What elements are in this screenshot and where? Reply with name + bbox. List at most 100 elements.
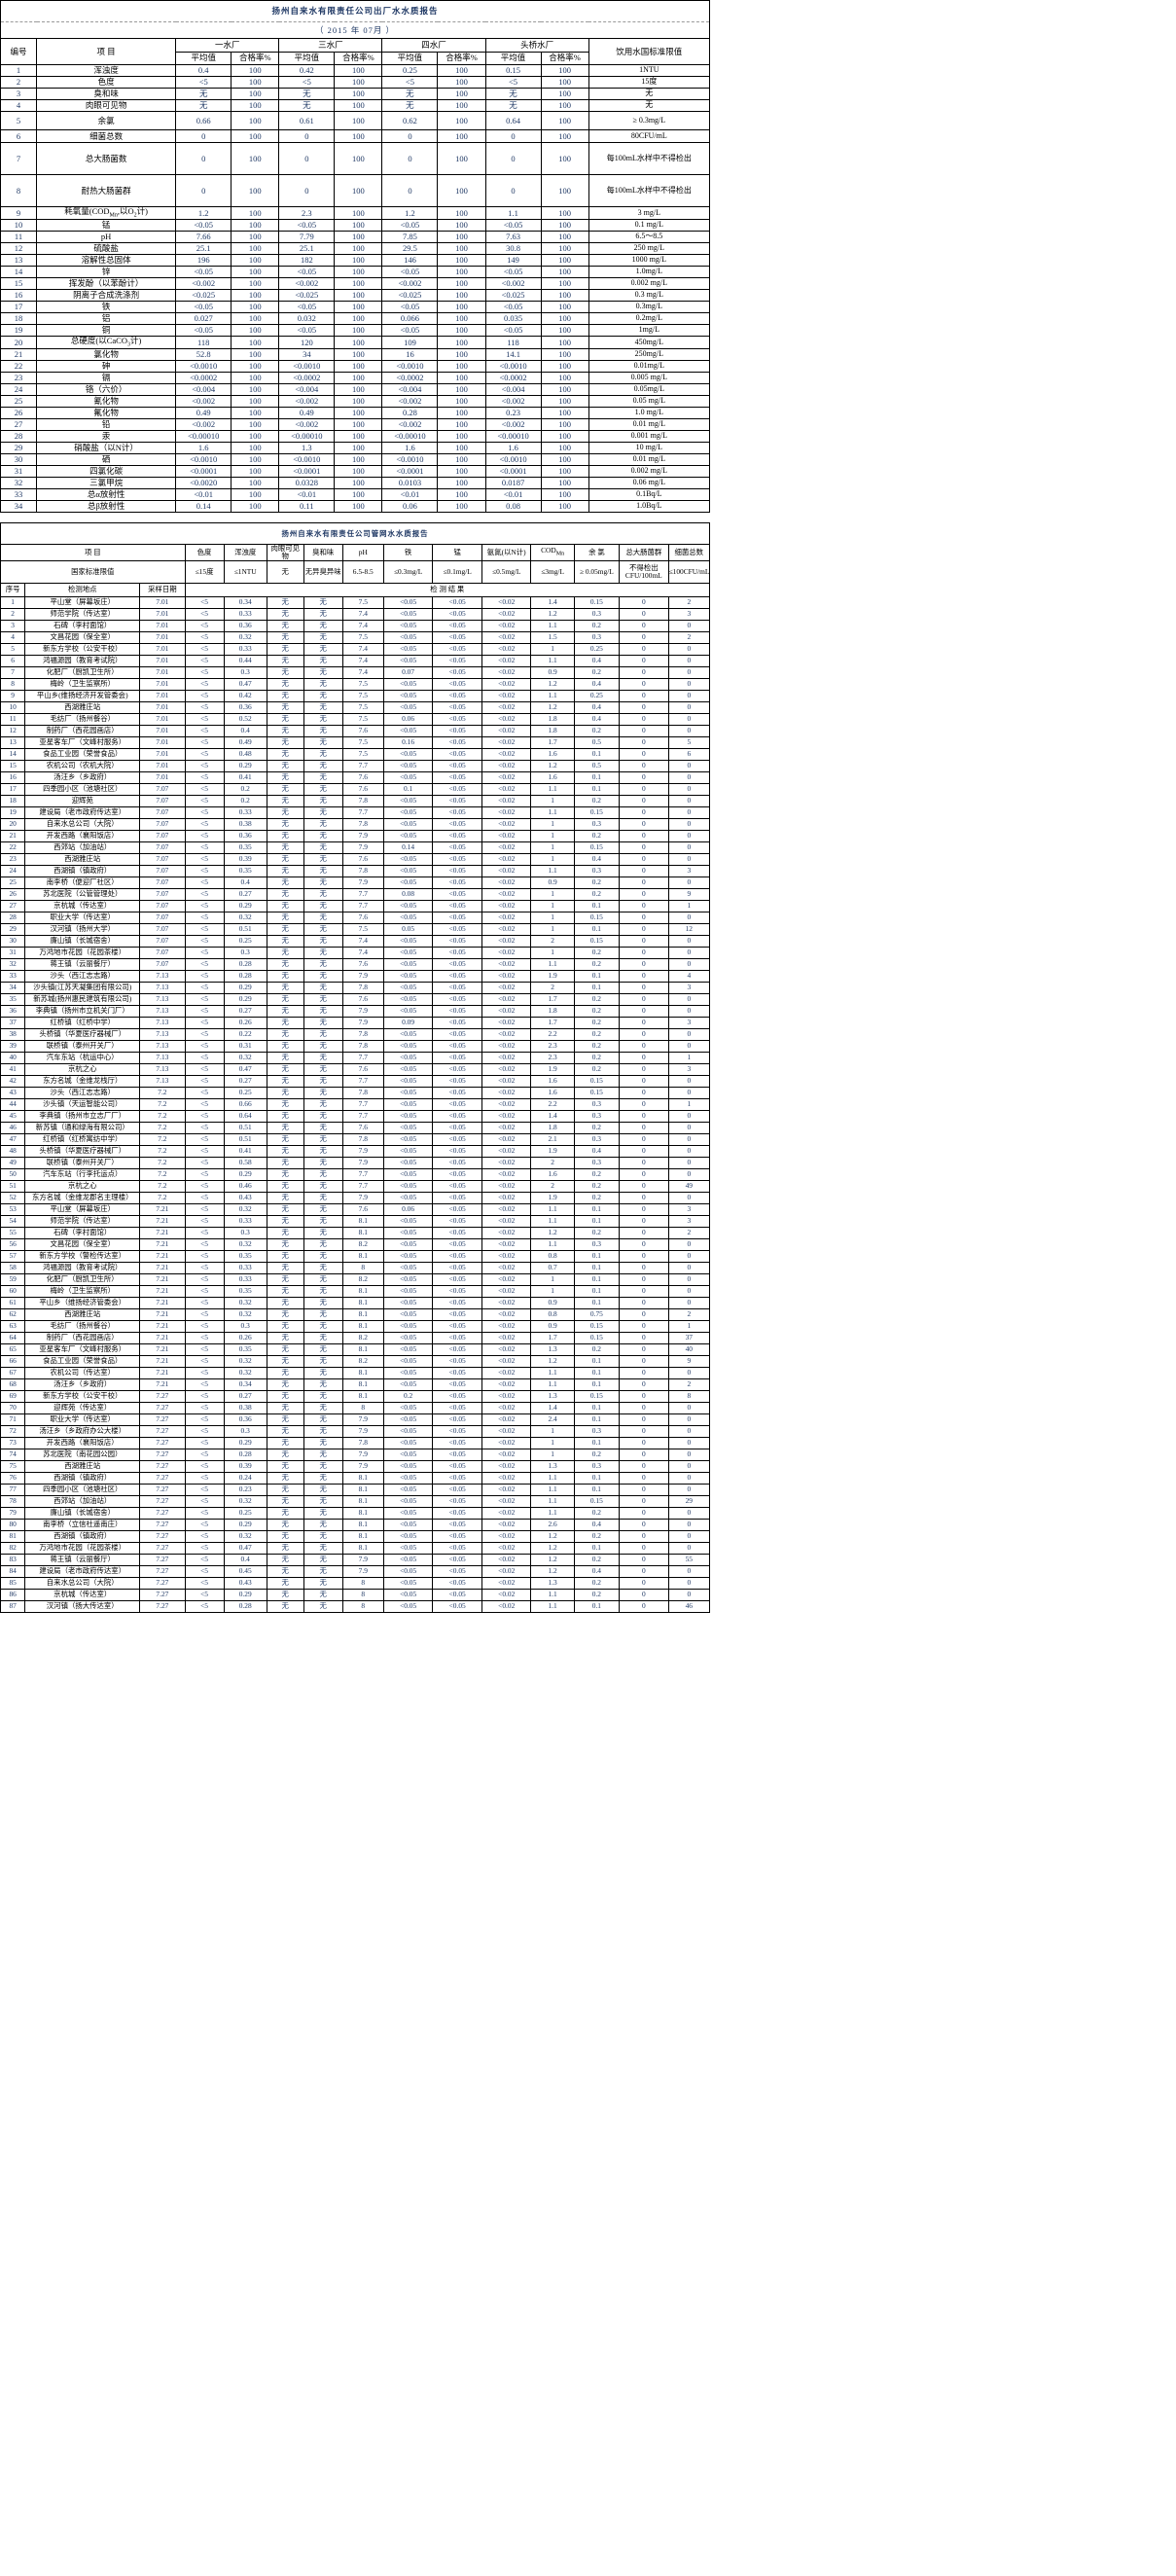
pass-rate-1: 100 [231, 88, 280, 100]
row-seq: 2 [0, 607, 26, 621]
val-residual-chlorine: 0.1 [573, 1377, 621, 1391]
val-residual-chlorine: 0.15 [573, 1389, 621, 1403]
pass-rate-3: 100 [437, 142, 486, 175]
row-no: 22 [0, 359, 38, 373]
val-visible: 无 [266, 1448, 304, 1461]
val-residual-chlorine: 0.2 [573, 1553, 621, 1566]
val-ph: 7.8 [341, 1086, 384, 1099]
pass-rate-3: 100 [437, 64, 486, 77]
row-seq: 72 [0, 1424, 26, 1438]
header-plant-2: 三水厂 [278, 38, 383, 53]
pass-rate-2: 100 [334, 265, 383, 278]
row-site: 平山乡(维扬经济开发管委会) [24, 689, 141, 702]
val-codmn: 1.1 [530, 1494, 575, 1508]
row-seq: 68 [0, 1377, 26, 1391]
table-row: 11 毛纺厂（扬州餐谷） 7.01 <5 0.52 无无 7.5 0.06 <0.05 <0.02… [0, 712, 711, 726]
val-codmn: 1 [530, 817, 575, 831]
row-date: 7.27 [139, 1389, 186, 1403]
val-odor: 无 [303, 1541, 343, 1555]
val-turbidity: 0.41 [223, 770, 267, 784]
val-residual-chlorine: 0.15 [573, 1331, 621, 1344]
row-no: 5 [0, 111, 38, 130]
val-color: <5 [184, 1483, 225, 1496]
avg-value-2: 0.0328 [278, 476, 336, 489]
val-odor: 无 [303, 1342, 343, 1356]
table-row: 54 师范学院（传达室） 7.21 <5 0.33 无无 8.1 <0.05 <0.05 <0.0… [0, 1214, 711, 1228]
val-turbidity: 0.28 [223, 957, 267, 971]
row-no: 17 [0, 300, 38, 313]
val-color: <5 [184, 1564, 225, 1578]
val-bacteria: 0 [667, 946, 711, 959]
val-iron: <0.05 [382, 1156, 434, 1169]
val-ph: 7.9 [341, 1448, 384, 1461]
header-date: 采样日期 [139, 582, 186, 597]
pass-rate-2: 100 [334, 142, 383, 175]
row-site: 制药厂（西花园画店） [24, 1331, 141, 1344]
avg-value-2: 0 [278, 129, 336, 143]
avg-value-3: 1.6 [381, 441, 439, 454]
val-color: <5 [184, 1191, 225, 1204]
avg-value-2: <0.002 [278, 417, 336, 431]
val-iron: <0.05 [382, 1366, 434, 1379]
val-manganese: <0.05 [432, 911, 482, 924]
val-color: <5 [184, 794, 225, 807]
val-turbidity: 0.33 [223, 642, 267, 656]
val-residual-chlorine: 0.2 [573, 992, 621, 1006]
val-residual-chlorine: 0.15 [573, 841, 621, 854]
val-ph: 7.4 [341, 607, 384, 621]
val-coliform: 0 [619, 981, 669, 994]
avg-value-4: 0.64 [484, 111, 542, 130]
pass-rate-4: 100 [540, 111, 589, 130]
val-visible: 无 [266, 1518, 304, 1531]
val-odor: 无 [303, 1051, 343, 1064]
val-iron: <0.05 [382, 957, 434, 971]
col-std-3: 无异臭异味 [303, 559, 343, 584]
pass-rate-2: 100 [334, 487, 383, 501]
report-page: 扬州自来水有限责任公司出厂水水质报告 （ 2015 年 07月 ） 编号 项 目… [0, 0, 711, 1613]
row-item: 铅 [36, 417, 177, 431]
val-turbidity: 0.34 [223, 595, 267, 609]
avg-value-4: 0.08 [484, 499, 542, 513]
val-bacteria: 0 [667, 1237, 711, 1251]
row-site: 迎辉苑（传达室） [24, 1401, 141, 1414]
val-color: <5 [184, 712, 225, 726]
row-date: 7.13 [139, 1016, 186, 1029]
val-bacteria: 0 [667, 677, 711, 691]
row-seq: 77 [0, 1483, 26, 1496]
val-color: <5 [184, 1086, 225, 1099]
val-bacteria: 3 [667, 1062, 711, 1076]
val-odor: 无 [303, 899, 343, 912]
avg-value-2: <0.01 [278, 487, 336, 501]
pass-rate-3: 100 [437, 347, 486, 361]
row-seq: 84 [0, 1564, 26, 1578]
val-residual-chlorine: 0.2 [573, 887, 621, 901]
val-residual-chlorine: 0.75 [573, 1307, 621, 1321]
val-odor: 无 [303, 829, 343, 842]
table-row: 12 制药厂（西花园画店） 7.01 <5 0.4 无无 7.6 <0.05 <0.05 <0.0… [0, 724, 711, 737]
val-visible: 无 [266, 1016, 304, 1029]
val-color: <5 [184, 922, 225, 936]
val-ph: 7.9 [341, 1553, 384, 1566]
table-row: 3 臭和味无 100 无 100 无 100 无 100 无 [0, 88, 711, 100]
row-standard: 无 [588, 99, 711, 112]
val-ammonia: <0.02 [481, 1156, 532, 1169]
table-row: 25 南李桥（便迎厂社区） 7.07 <5 0.4 无无 7.9 <0.05 <0.05 <0.0… [0, 876, 711, 889]
val-visible: 无 [266, 1156, 304, 1169]
val-iron: <0.05 [382, 1424, 434, 1438]
val-bacteria: 0 [667, 1121, 711, 1134]
val-ammonia: <0.02 [481, 1354, 532, 1368]
table-row: 73 开发西路（襄阳饭店） 7.27 <5 0.29 无无 7.8 <0.05 <0.05 <0.… [0, 1436, 711, 1449]
table-row: 32 蒋王镇（云丽餐厅） 7.07 <5 0.28 无无 7.6 <0.05 <0.05 <0.0… [0, 957, 711, 971]
row-seq: 1 [0, 595, 26, 609]
val-coliform: 0 [619, 1436, 669, 1449]
val-color: <5 [184, 1459, 225, 1473]
val-manganese: <0.05 [432, 817, 482, 831]
pass-rate-2: 100 [334, 371, 383, 384]
row-item: 氯化物 [36, 347, 177, 361]
val-ammonia: <0.02 [481, 1039, 532, 1053]
val-ammonia: <0.02 [481, 1261, 532, 1274]
val-coliform: 0 [619, 1448, 669, 1461]
row-item: 硝酸盐（以N计） [36, 441, 177, 454]
val-color: <5 [184, 677, 225, 691]
val-color: <5 [184, 1354, 225, 1368]
